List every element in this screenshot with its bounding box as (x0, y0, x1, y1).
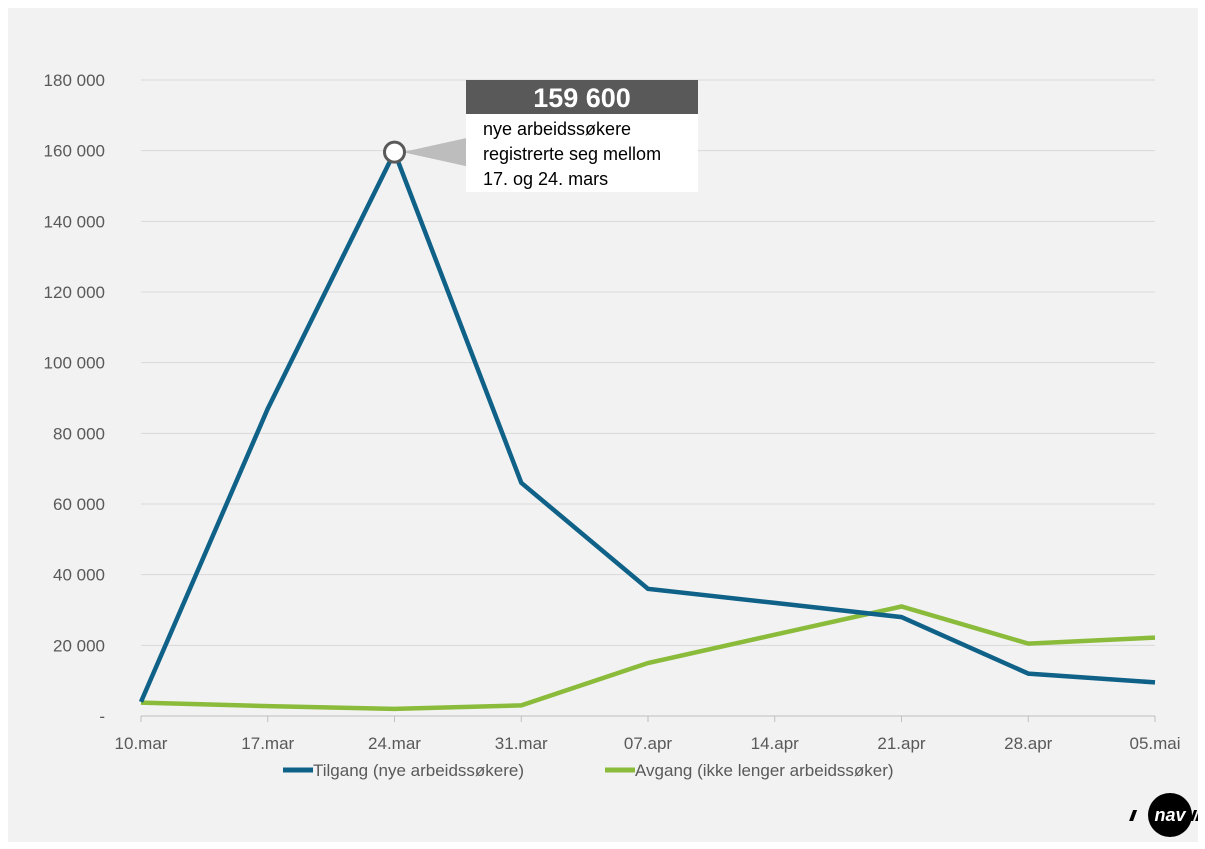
y-tick-label: 160 000 (44, 142, 105, 161)
callout-text-box (466, 114, 698, 192)
y-tick-label: 100 000 (44, 354, 105, 373)
callout-text-line: 17. og 24. mars (483, 169, 608, 189)
callout-value: 159 600 (533, 83, 631, 113)
chart-panel: - 20 000 40 000 60 000 80 000 100 000 120 000 1… (8, 8, 1198, 842)
peak-marker (383, 140, 406, 164)
legend-label-avgang: Avgang (ikke lenger arbeidssøker) (635, 761, 894, 780)
x-tick-label: 31.mar (495, 734, 548, 753)
y-tick-label: 120 000 (44, 283, 105, 302)
series-line-avgang (140, 604, 1156, 712)
y-tick-label: 20 000 (53, 636, 105, 655)
y-tick-label: 140 000 (44, 212, 105, 231)
x-tick-label: 17.mar (241, 734, 294, 753)
y-tick-label: 60 000 (53, 495, 105, 514)
callout-annotation: 159 600 nye arbeidssøkere registrerte se… (383, 80, 698, 192)
x-tick-label: 28.apr (1004, 734, 1053, 753)
legend: Tilgang (nye arbeidssøkere) Avgang (ikke… (283, 761, 894, 780)
x-tick-label: 24.mar (368, 734, 421, 753)
x-tick-label: 10.mar (115, 734, 168, 753)
legend-label-tilgang: Tilgang (nye arbeidssøkere) (313, 761, 524, 780)
series-lines (138, 146, 1156, 712)
line-chart: - 20 000 40 000 60 000 80 000 100 000 120 000 1… (44, 71, 1198, 837)
callout-text-line: nye arbeidssøkere (483, 119, 631, 139)
y-tick-label: 80 000 (53, 424, 105, 443)
x-tick-label: 21.apr (877, 734, 926, 753)
x-tick-label: 07.apr (624, 734, 673, 753)
logo-text: nav (1154, 805, 1186, 825)
x-tick-label: 14.apr (751, 734, 800, 753)
series-line-tilgang (138, 146, 1156, 703)
y-tick-label: - (99, 707, 105, 726)
callout-value-box (466, 80, 698, 114)
y-tick-label: 180 000 (44, 71, 105, 90)
axes: - 20 000 40 000 60 000 80 000 100 000 120 000 1… (44, 71, 1181, 753)
callout-text-line: registrerte seg mellom (483, 144, 661, 164)
callout-pointer (402, 138, 466, 167)
x-tick-label: 05.mai (1129, 734, 1180, 753)
y-tick-label: 40 000 (53, 566, 105, 585)
nav-logo: nav (1129, 793, 1198, 837)
